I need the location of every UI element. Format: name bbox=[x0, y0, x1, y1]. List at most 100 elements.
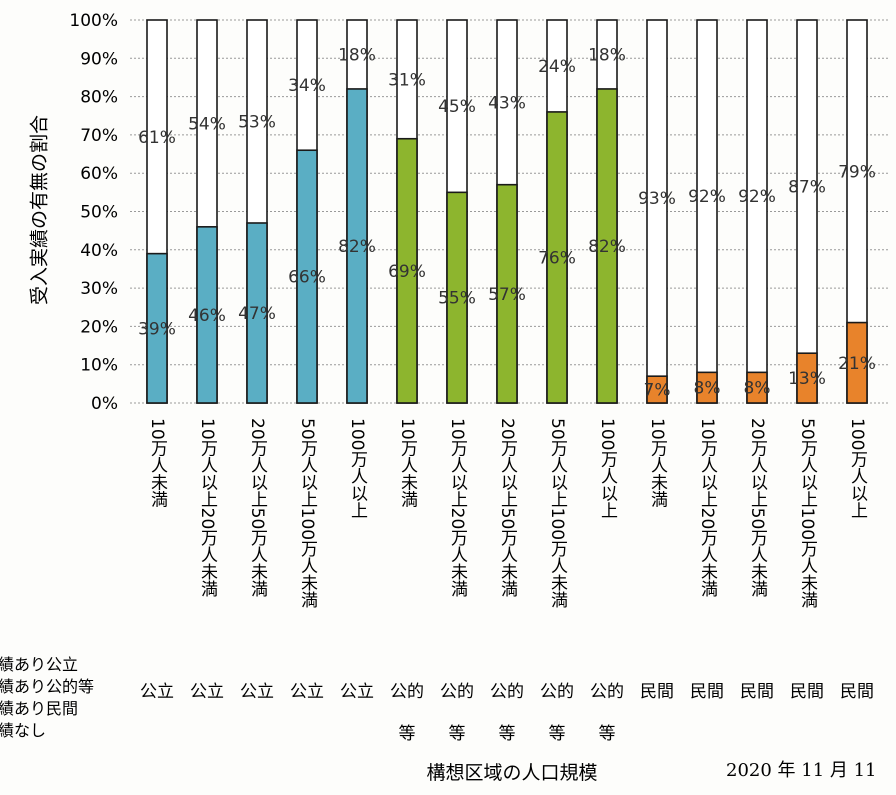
category-label: 10万人未満 bbox=[647, 418, 668, 509]
bar-with-record bbox=[146, 252, 168, 404]
bar-with-record bbox=[596, 88, 618, 404]
group-label: 民間 bbox=[790, 682, 824, 702]
group-label: 公的 bbox=[590, 682, 624, 702]
data-label-with-record: 66% bbox=[288, 268, 326, 288]
category-label: 50万人以上100万人未満 bbox=[797, 418, 818, 609]
data-label-with-record: 57% bbox=[488, 285, 526, 305]
bar-with-record bbox=[696, 371, 718, 404]
y-tick-label: 100% bbox=[69, 11, 118, 31]
y-tick-label: 0% bbox=[91, 394, 118, 414]
bar-with-record bbox=[196, 226, 218, 404]
group-label: 公的 bbox=[490, 682, 524, 702]
data-labels: 39% 61% 46% 54% 47% 53% 66% 34% 82% 18% 69% 31% 55% 4… bbox=[138, 45, 876, 400]
date-text: 2020 年 11 月 11 bbox=[726, 760, 877, 781]
group-label: 民間 bbox=[840, 682, 874, 702]
category-label: 10万人以上20万人未満 bbox=[697, 418, 718, 598]
data-label-no-record: 93% bbox=[638, 189, 676, 209]
bar-with-record bbox=[846, 321, 868, 404]
y-tick-label: 50% bbox=[80, 203, 118, 223]
bar-no-record bbox=[796, 19, 818, 404]
group-label: 民間 bbox=[690, 682, 724, 702]
group-label: 公立 bbox=[290, 682, 324, 702]
category-label: 100万人以上 bbox=[347, 418, 368, 518]
legend-entry: 績あり公立 bbox=[0, 655, 78, 674]
data-label-with-record: 69% bbox=[388, 262, 426, 282]
data-label-no-record: 31% bbox=[388, 70, 426, 90]
group-label: 公的 bbox=[390, 682, 424, 702]
legend-entry: 績あり民間 bbox=[0, 699, 78, 718]
bar-with-record bbox=[796, 352, 818, 404]
data-label-with-record: 13% bbox=[788, 369, 826, 389]
y-tick-label: 80% bbox=[80, 88, 118, 108]
bar-with-record bbox=[296, 149, 318, 404]
data-label-no-record: 61% bbox=[138, 128, 176, 148]
data-label-with-record: 46% bbox=[188, 306, 226, 326]
y-tick-label: 70% bbox=[80, 126, 118, 146]
data-label-no-record: 87% bbox=[788, 178, 826, 198]
data-label-no-record: 43% bbox=[488, 93, 526, 113]
y-tick-label: 90% bbox=[80, 49, 118, 69]
data-label-with-record: 55% bbox=[438, 289, 476, 309]
category-label: 10万人以上20万人未満 bbox=[197, 418, 218, 598]
category-label: 10万人以上20万人未満 bbox=[447, 418, 468, 598]
y-tick-label: 30% bbox=[80, 279, 118, 299]
bar-no-record bbox=[696, 19, 718, 404]
group-label: 民間 bbox=[740, 682, 774, 702]
bar-with-record bbox=[396, 137, 418, 404]
y-tick-label: 40% bbox=[80, 241, 118, 261]
group-label-cont: 等 bbox=[499, 724, 516, 744]
data-label-with-record: 76% bbox=[538, 248, 576, 268]
x-axis-label: 構想区域の人口規模 bbox=[426, 762, 597, 784]
y-tick-label: 60% bbox=[80, 164, 118, 184]
category-label: 10万人未満 bbox=[397, 418, 418, 509]
group-label-cont: 等 bbox=[449, 724, 466, 744]
bar-with-record bbox=[346, 88, 368, 404]
legend-entry: 績あり公的等 bbox=[0, 677, 94, 696]
bar-no-record bbox=[746, 19, 768, 404]
category-labels: 10万人未満 10万人以上20万人未満 20万人以上50万人未満 50万人以上100万… bbox=[147, 418, 868, 609]
data-label-no-record: 45% bbox=[438, 97, 476, 117]
bar-with-record bbox=[496, 183, 518, 404]
bar-no-record bbox=[646, 19, 668, 404]
data-label-with-record: 8% bbox=[744, 379, 771, 399]
y-tick-label: 20% bbox=[80, 317, 118, 337]
data-label-no-record: 79% bbox=[838, 162, 876, 182]
bar-with-record bbox=[446, 191, 468, 404]
data-label-with-record: 82% bbox=[338, 237, 376, 257]
group-label: 民間 bbox=[640, 682, 674, 702]
data-label-with-record: 21% bbox=[838, 354, 876, 374]
bar-with-record bbox=[646, 375, 668, 404]
category-label: 50万人以上100万人未満 bbox=[297, 418, 318, 609]
bar-with-record bbox=[746, 371, 768, 404]
category-label: 20万人以上50万人未満 bbox=[247, 418, 268, 598]
category-label: 20万人以上50万人未満 bbox=[497, 418, 518, 598]
data-label-no-record: 34% bbox=[288, 76, 326, 96]
data-label-no-record: 92% bbox=[688, 187, 726, 207]
data-label-with-record: 82% bbox=[588, 237, 626, 257]
bar-with-record bbox=[246, 222, 268, 404]
group-label: 公立 bbox=[240, 682, 274, 702]
group-label: 公立 bbox=[140, 682, 174, 702]
category-label: 50万人以上100万人未満 bbox=[547, 418, 568, 609]
category-label: 20万人以上50万人未満 bbox=[747, 418, 768, 598]
data-label-no-record: 53% bbox=[238, 112, 276, 132]
data-label-with-record: 39% bbox=[138, 319, 176, 339]
category-label: 100万人以上 bbox=[597, 418, 618, 518]
data-label-with-record: 7% bbox=[644, 381, 671, 401]
data-label-no-record: 18% bbox=[588, 45, 626, 65]
y-tick-label: 10% bbox=[80, 356, 118, 376]
group-label: 公立 bbox=[340, 682, 374, 702]
group-label-cont: 等 bbox=[599, 724, 616, 744]
category-label: 100万人以上 bbox=[847, 418, 868, 518]
data-label-no-record: 18% bbox=[338, 45, 376, 65]
group-label: 公的 bbox=[440, 682, 474, 702]
data-label-no-record: 92% bbox=[738, 187, 776, 207]
data-label-no-record: 54% bbox=[188, 114, 226, 134]
bar-with-record bbox=[546, 111, 568, 404]
group-label: 公的 bbox=[540, 682, 574, 702]
y-axis-label: 受入実績の有無の割合 bbox=[29, 115, 51, 305]
group-label-cont: 等 bbox=[549, 724, 566, 744]
